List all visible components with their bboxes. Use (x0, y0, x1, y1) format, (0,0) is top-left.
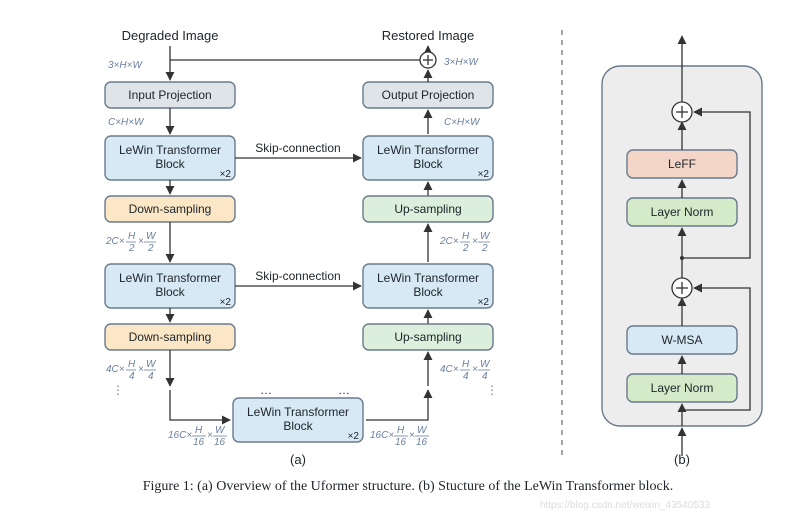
svg-text:×: × (138, 364, 144, 375)
svg-text:2: 2 (128, 243, 135, 254)
svg-text:2: 2 (462, 243, 469, 254)
svg-text:4: 4 (129, 371, 135, 382)
up1-text: Up-sampling (394, 202, 461, 216)
leff-text: LeFF (668, 157, 696, 171)
svg-text:Block: Block (413, 285, 443, 299)
svg-text:W: W (480, 359, 491, 370)
figure-caption: Figure 1: (a) Overview of the Uformer st… (143, 479, 674, 494)
arrow-from-bottle (366, 390, 428, 420)
part-a-label: (a) (290, 452, 306, 467)
enc1-l2: Block (155, 157, 185, 171)
svg-text:W: W (480, 231, 491, 242)
svg-text:H: H (397, 425, 405, 436)
svg-text:W: W (146, 359, 157, 370)
svg-text:H: H (195, 425, 203, 436)
svg-text:16: 16 (193, 437, 205, 448)
svg-text:H: H (128, 359, 136, 370)
ell-right-v: ⋮ (486, 383, 498, 397)
svg-text:×: × (409, 430, 415, 441)
down1-text: Down-sampling (129, 202, 212, 216)
wmsa-text: W-MSA (661, 333, 702, 347)
dim-c1r: C×H×W (444, 117, 481, 128)
svg-text:×: × (207, 430, 213, 441)
svg-text:2: 2 (481, 243, 488, 254)
dim-c1: C×H×W (108, 117, 145, 128)
input-proj-text: Input Projection (128, 88, 211, 102)
svg-text:4: 4 (148, 371, 154, 382)
svg-text:×: × (472, 236, 478, 247)
ell-mid1: … (260, 383, 272, 397)
dec1-mult: ×2 (478, 169, 490, 180)
dim-in: 3×H×W (108, 60, 143, 71)
enc1-mult: ×2 (220, 169, 232, 180)
svg-text:LeWin Transformer: LeWin Transformer (247, 405, 349, 419)
part-b: Layer Norm W-MSA Layer Norm LeFF (602, 36, 762, 467)
watermark: https://blog.csdn.net/weixin_43540533 (540, 500, 711, 511)
dim-2c: 2C× (105, 236, 125, 247)
svg-text:16C×: 16C× (370, 430, 394, 441)
skip1-label: Skip-connection (255, 141, 340, 155)
enc2-mult: ×2 (220, 297, 232, 308)
dec2-mult: ×2 (478, 297, 490, 308)
svg-text:×: × (138, 236, 144, 247)
degraded-label: Degraded Image (122, 28, 219, 43)
svg-text:4: 4 (482, 371, 488, 382)
ln2-text: Layer Norm (651, 381, 714, 395)
svg-text:LeWin Transformer: LeWin Transformer (377, 271, 479, 285)
svg-text:W: W (146, 231, 157, 242)
svg-text:16C×: 16C× (168, 430, 192, 441)
svg-text:×: × (472, 364, 478, 375)
dec1-l1: LeWin Transformer (377, 143, 479, 157)
svg-text:4C×: 4C× (440, 364, 459, 375)
arrow-to-bottle (170, 390, 230, 420)
part-b-label: (b) (674, 452, 690, 467)
enc1-l1: LeWin Transformer (119, 143, 221, 157)
up2-text: Up-sampling (394, 330, 461, 344)
part-a: Degraded Image Restored Image 3×H×W 3×H×… (105, 28, 498, 467)
svg-text:W: W (215, 425, 226, 436)
skip2-label: Skip-connection (255, 269, 340, 283)
bottle-mult: ×2 (348, 431, 360, 442)
svg-text:2C×: 2C× (439, 236, 459, 247)
restored-label: Restored Image (382, 28, 475, 43)
svg-text:H: H (128, 231, 136, 242)
diagram-svg: Degraded Image Restored Image 3×H×W 3×H×… (10, 10, 797, 517)
svg-text:H: H (462, 359, 470, 370)
dec1-l2: Block (413, 157, 443, 171)
dim-out: 3×H×W (444, 57, 479, 68)
svg-text:Block: Block (155, 285, 185, 299)
svg-text:W: W (417, 425, 428, 436)
svg-text:16: 16 (395, 437, 407, 448)
down2-text: Down-sampling (129, 330, 212, 344)
output-proj-text: Output Projection (382, 88, 475, 102)
svg-text:2: 2 (147, 243, 154, 254)
ell-left-v: ⋮ (112, 383, 124, 397)
svg-text:4C×: 4C× (106, 364, 125, 375)
ln1-text: Layer Norm (651, 205, 714, 219)
svg-text:Block: Block (283, 419, 313, 433)
svg-text:LeWin Transformer: LeWin Transformer (119, 271, 221, 285)
svg-text:4: 4 (463, 371, 469, 382)
svg-text:H: H (462, 231, 470, 242)
ell-mid2: … (338, 383, 350, 397)
svg-text:16: 16 (214, 437, 226, 448)
svg-text:16: 16 (416, 437, 428, 448)
